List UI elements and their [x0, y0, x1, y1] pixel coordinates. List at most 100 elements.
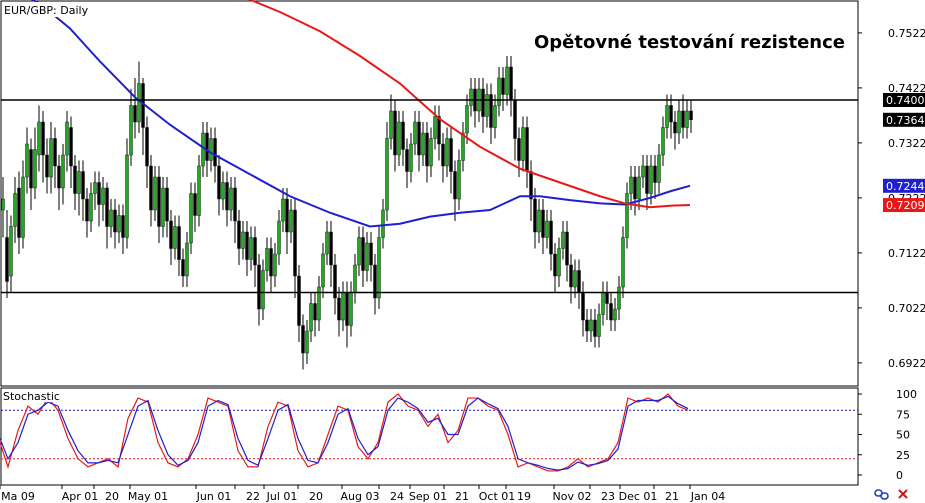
candle-body [505, 66, 509, 95]
candle [161, 177, 165, 238]
candle [181, 248, 185, 287]
candle-body [269, 248, 273, 277]
candle-body [653, 165, 657, 183]
candle [481, 78, 485, 133]
moving-averages-layer [31, 0, 691, 228]
candle-body [33, 149, 37, 189]
x-tick-label: 19 [517, 490, 531, 503]
candle-body [177, 226, 181, 260]
candle [157, 166, 161, 243]
x-tick-label: May 01 [128, 490, 168, 503]
candle [41, 111, 45, 183]
candle [305, 320, 309, 364]
candle [489, 83, 493, 144]
candle [193, 182, 197, 232]
candle [453, 160, 457, 221]
candle-body [541, 209, 545, 238]
candle [117, 204, 121, 243]
candle-body [661, 127, 665, 156]
x-tick-label: Jan 04 [690, 490, 725, 503]
candle [101, 177, 105, 221]
candle-body [61, 154, 65, 189]
candle [561, 221, 565, 260]
candle [417, 111, 421, 172]
candle-body [637, 176, 641, 200]
candle-body [489, 94, 493, 128]
candle [49, 122, 53, 194]
candle [437, 105, 441, 161]
candle-body [493, 105, 497, 128]
candle-body [153, 176, 157, 211]
candle [253, 226, 257, 287]
candle-body [689, 110, 693, 121]
candle-body [645, 165, 649, 194]
candle-body [629, 176, 633, 194]
candle [405, 138, 409, 188]
stochastic-y-tick-label: 100 [896, 388, 917, 401]
candle [445, 127, 449, 177]
price-tag: 0.7209 [883, 198, 925, 213]
candle-body [101, 187, 105, 205]
candle-body [25, 143, 29, 178]
candle-body [581, 292, 585, 321]
candle-body [525, 127, 529, 172]
candle [457, 149, 461, 210]
stochastic-y-tick-label: 0 [896, 469, 903, 482]
candle [241, 221, 245, 260]
candle-body [57, 165, 61, 189]
candle [409, 133, 413, 183]
candle-body [513, 99, 517, 139]
candle [393, 100, 397, 172]
candle-body [373, 264, 377, 299]
candle [429, 127, 433, 177]
candle-body [465, 105, 469, 134]
candle-body [289, 209, 293, 233]
candle-body [577, 270, 581, 293]
candle-body [389, 110, 393, 139]
candle [361, 226, 365, 287]
y-tick-label: 0.6922 [888, 357, 925, 370]
stochastic-y-tick-label: 25 [896, 449, 910, 462]
candle [609, 292, 613, 331]
close-icon[interactable] [898, 489, 908, 499]
candle [661, 116, 665, 166]
candle-body [237, 220, 241, 249]
candle [57, 155, 61, 210]
candle [545, 210, 549, 249]
x-tick-label: Dec 01 [619, 490, 658, 503]
candle [657, 144, 661, 194]
candle-body [537, 209, 541, 233]
candle-body [301, 325, 305, 354]
candle-body [397, 121, 401, 156]
candle-body [613, 308, 617, 321]
stochastic-label-box [2, 389, 56, 402]
link-icon[interactable] [874, 489, 889, 500]
candle [381, 199, 385, 249]
candle-body [457, 160, 461, 200]
candle [621, 226, 625, 298]
candle-body [149, 165, 153, 211]
candle-body [257, 264, 261, 310]
price-tag-label: 0.7209 [886, 199, 925, 212]
price-tag: 0.7244 [883, 178, 925, 193]
candle [249, 226, 253, 271]
x-tick-label: 20 [309, 490, 323, 503]
candle [81, 160, 85, 221]
candle-body [681, 110, 685, 128]
candle [617, 276, 621, 320]
candle-body [17, 187, 21, 238]
sma-red-line [248, 0, 691, 209]
candle-body [573, 270, 577, 288]
candle [61, 144, 65, 205]
candle [209, 127, 213, 172]
candle [105, 182, 109, 249]
candle-body [241, 231, 245, 249]
candle [21, 160, 25, 249]
candle-body [469, 88, 473, 106]
candle-body [641, 165, 645, 178]
candle [469, 78, 473, 117]
candle-body [313, 303, 317, 321]
candle-body [93, 182, 97, 194]
candle [593, 309, 597, 348]
